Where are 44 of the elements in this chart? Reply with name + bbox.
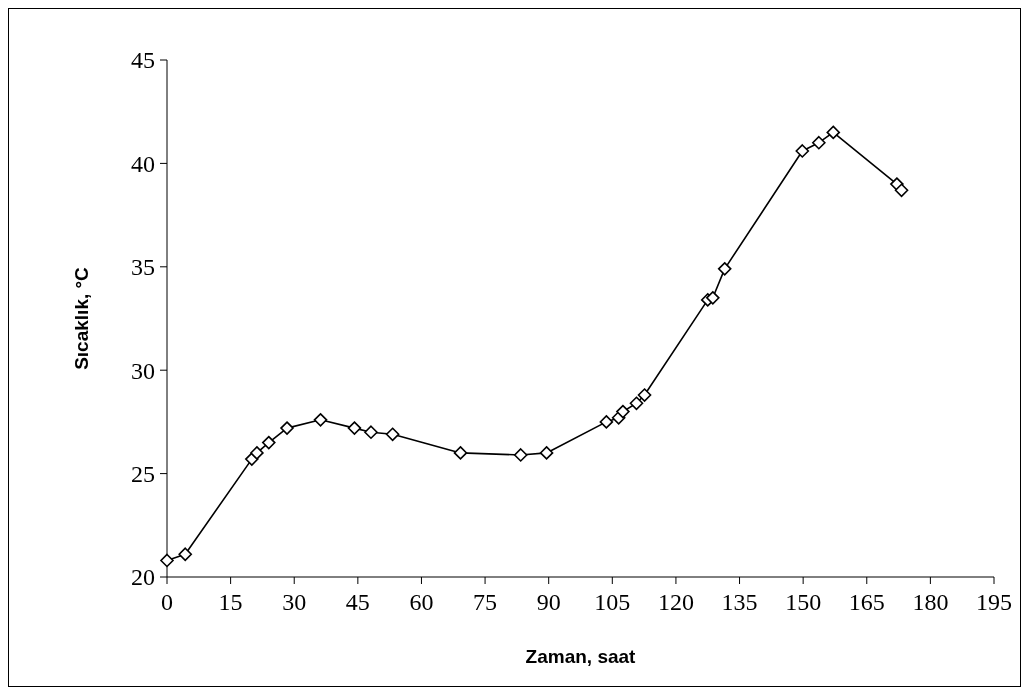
point xyxy=(637,388,652,402)
point xyxy=(706,291,720,305)
y-tick-label: 30 xyxy=(131,357,155,384)
point xyxy=(894,183,909,198)
y-tick-label: 45 xyxy=(131,47,155,74)
y-axis-title: Sıcaklık, °C xyxy=(71,266,92,370)
point xyxy=(826,125,841,140)
point xyxy=(717,262,732,276)
y-tick-label: 35 xyxy=(131,254,155,281)
point xyxy=(812,135,826,150)
x-tick-label: 195 xyxy=(976,589,1012,615)
point xyxy=(453,446,468,460)
x-tick-label: 135 xyxy=(721,589,758,615)
point xyxy=(261,435,276,450)
point xyxy=(347,421,362,435)
x-tick-label: 90 xyxy=(536,589,561,615)
x-tick-label: 30 xyxy=(282,589,307,615)
point xyxy=(160,553,174,568)
x-tick-label: 150 xyxy=(785,589,822,615)
point xyxy=(616,404,630,419)
x-tick-label: 60 xyxy=(409,589,434,615)
y-tick-label: 20 xyxy=(131,564,155,591)
point xyxy=(629,396,644,411)
x-tick-label: 75 xyxy=(473,589,498,615)
x-tick-label: 105 xyxy=(594,589,631,615)
x-tick-label: 120 xyxy=(657,589,694,615)
point xyxy=(313,413,328,427)
x-tick-label: 0 xyxy=(161,589,173,615)
point xyxy=(795,144,810,158)
x-tick-label: 15 xyxy=(218,589,243,615)
point xyxy=(178,547,193,562)
x-axis-title: Zaman, saat xyxy=(525,646,637,667)
x-tick-label: 165 xyxy=(848,589,885,615)
y-tick-label: 40 xyxy=(131,150,155,177)
x-tick-label: 45 xyxy=(345,589,370,615)
point xyxy=(539,446,554,460)
point xyxy=(385,427,400,442)
point xyxy=(364,425,378,440)
point xyxy=(513,448,528,462)
point xyxy=(599,415,614,429)
point xyxy=(280,421,294,435)
point xyxy=(250,446,264,460)
x-tick-label: 180 xyxy=(912,589,949,615)
y-tick-label: 25 xyxy=(131,461,155,487)
